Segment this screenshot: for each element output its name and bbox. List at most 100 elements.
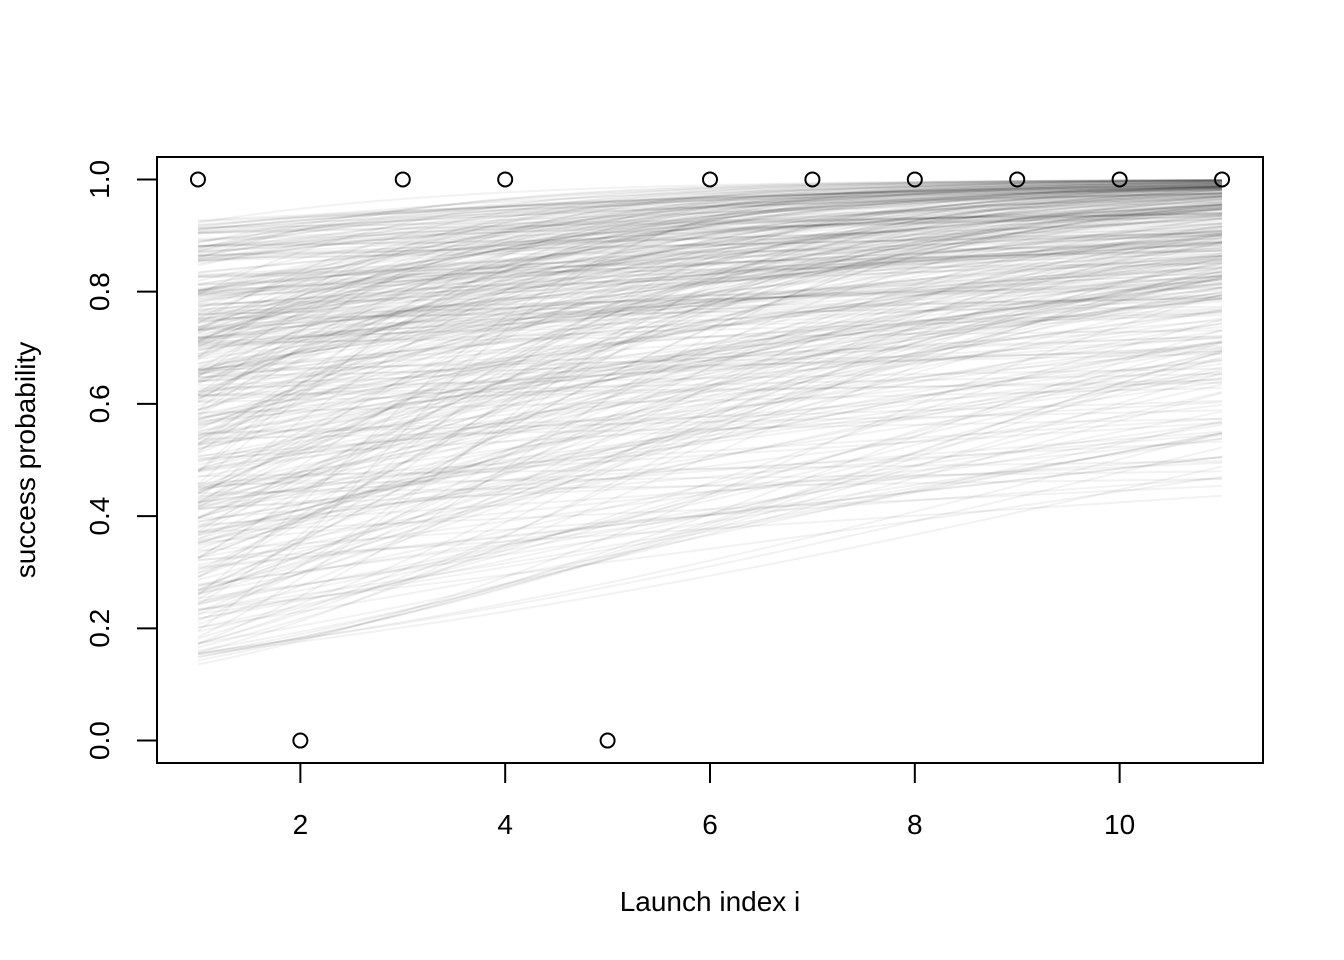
posterior-curve xyxy=(197,358,1223,559)
observed-point xyxy=(497,171,514,188)
posterior-curve xyxy=(197,179,1223,378)
posterior-curve xyxy=(197,222,1223,422)
posterior-curve xyxy=(197,229,1223,376)
posterior-curve xyxy=(197,218,1223,300)
posterior-curve xyxy=(197,289,1223,371)
posterior-curve xyxy=(197,182,1223,361)
posterior-curve xyxy=(197,252,1223,369)
y-axis: 0.0 0.2 0.4 0.6 0.8 1.0 xyxy=(84,160,158,760)
posterior-curve xyxy=(197,189,1223,623)
posterior-curve xyxy=(197,255,1223,519)
posterior-curve xyxy=(197,187,1223,233)
posterior-curve xyxy=(197,290,1223,537)
posterior-curve xyxy=(197,276,1223,470)
posterior-curve xyxy=(197,417,1223,440)
posterior-curve xyxy=(197,258,1223,510)
posterior-curve xyxy=(197,434,1223,600)
posterior-curve xyxy=(197,183,1223,606)
posterior-curve xyxy=(197,346,1223,523)
y-tick-label: 0.4 xyxy=(84,497,115,536)
posterior-curve xyxy=(197,187,1223,358)
posterior-curve xyxy=(197,366,1223,595)
posterior-curve xyxy=(197,179,1223,412)
posterior-curve xyxy=(197,271,1223,339)
posterior-curves xyxy=(197,179,1223,666)
posterior-curve xyxy=(197,191,1223,487)
posterior-curve xyxy=(197,185,1223,533)
posterior-curve xyxy=(197,179,1223,250)
posterior-curve xyxy=(197,206,1223,274)
posterior-curve xyxy=(197,234,1223,276)
posterior-curve xyxy=(197,180,1223,320)
posterior-curve xyxy=(197,226,1223,375)
posterior-curve xyxy=(197,317,1223,492)
posterior-curve xyxy=(197,368,1223,612)
posterior-curve xyxy=(197,226,1223,546)
posterior-curve xyxy=(197,214,1223,421)
posterior-curve xyxy=(197,236,1223,356)
posterior-curve xyxy=(197,335,1223,375)
posterior-curve xyxy=(197,213,1223,291)
posterior-curve xyxy=(197,186,1223,505)
posterior-curve xyxy=(197,197,1223,331)
posterior-curve xyxy=(197,179,1223,472)
posterior-curve xyxy=(197,207,1223,519)
posterior-curve xyxy=(197,185,1223,294)
posterior-curve xyxy=(197,195,1223,645)
posterior-curve xyxy=(197,188,1223,600)
posterior-curve xyxy=(197,276,1223,604)
posterior-curve xyxy=(197,286,1223,305)
posterior-curve xyxy=(197,257,1223,427)
posterior-curve xyxy=(197,181,1223,343)
posterior-curve xyxy=(197,196,1223,286)
posterior-curve xyxy=(197,383,1223,605)
posterior-curve xyxy=(197,208,1223,411)
posterior-curve xyxy=(197,205,1223,541)
posterior-curve xyxy=(197,295,1223,338)
posterior-curve xyxy=(197,200,1223,247)
posterior-curve xyxy=(197,310,1223,473)
posterior-curve xyxy=(197,372,1223,652)
posterior-curve xyxy=(197,350,1223,659)
posterior-curve xyxy=(197,204,1223,285)
posterior-curve xyxy=(197,181,1223,250)
posterior-curve xyxy=(197,335,1223,383)
x-axis-title: Launch index i xyxy=(620,886,801,917)
posterior-curve xyxy=(197,188,1223,438)
posterior-curve xyxy=(197,247,1223,331)
posterior-curve xyxy=(197,179,1223,395)
posterior-curve xyxy=(197,203,1223,591)
posterior-curve xyxy=(197,186,1223,295)
posterior-curve xyxy=(197,286,1223,490)
posterior-curve xyxy=(197,208,1223,440)
posterior-curve xyxy=(197,183,1223,243)
posterior-curve xyxy=(197,283,1223,437)
posterior-curve xyxy=(197,181,1223,402)
posterior-curve xyxy=(197,234,1223,425)
posterior-curve xyxy=(197,217,1223,519)
posterior-curve xyxy=(197,209,1223,247)
posterior-curve xyxy=(197,271,1223,347)
posterior-curve xyxy=(197,231,1223,471)
observed-point xyxy=(906,171,923,188)
posterior-curve xyxy=(197,326,1223,393)
posterior-curve xyxy=(197,417,1223,485)
posterior-curve xyxy=(197,234,1223,358)
posterior-curve xyxy=(197,243,1223,507)
posterior-curve xyxy=(197,195,1223,509)
posterior-curve xyxy=(197,185,1223,441)
posterior-curve xyxy=(197,282,1223,445)
posterior-curve xyxy=(197,358,1223,491)
posterior-curve xyxy=(197,307,1223,371)
posterior-curve xyxy=(197,329,1223,344)
posterior-curve xyxy=(197,224,1223,303)
posterior-curve xyxy=(197,183,1223,418)
posterior-curve xyxy=(197,359,1223,462)
posterior-curve xyxy=(197,275,1223,330)
posterior-curve xyxy=(197,185,1223,253)
posterior-curve xyxy=(197,477,1223,552)
posterior-curve xyxy=(197,188,1223,298)
posterior-curve xyxy=(197,198,1223,495)
posterior-curve xyxy=(197,183,1223,249)
posterior-curve xyxy=(197,294,1223,332)
